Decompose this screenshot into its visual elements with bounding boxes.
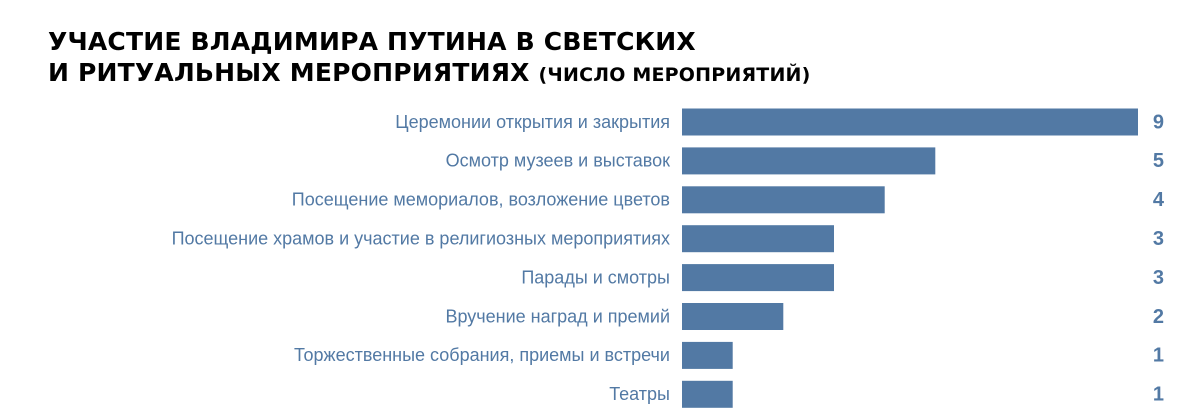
value-label-3: 4: [1153, 189, 1165, 211]
bar-3: [682, 186, 885, 214]
value-label-2: 5: [1153, 150, 1164, 172]
bar-1: [682, 108, 1138, 136]
bars-group: [682, 108, 1138, 408]
value-label-6: 2: [1153, 306, 1164, 328]
bar-2: [682, 147, 936, 175]
bar-5: [682, 264, 834, 292]
chart-title-line-1: УЧАСТИЕ ВЛАДИМИРА ПУТИНА В СВЕТСКИХ: [48, 27, 696, 56]
bar-7: [682, 341, 733, 369]
category-label-5: Парады и смотры: [521, 267, 670, 287]
category-label-3: Посещение мемориалов, возложение цветов: [292, 190, 670, 210]
value-label-1: 9: [1153, 111, 1164, 133]
value-labels-group: 9 5 4 3 3 2 1 1: [1153, 111, 1165, 405]
category-label-6: Вручение наград и премий: [445, 306, 670, 326]
category-labels-group: Церемонии открытия и закрытия Осмотр музе…: [172, 112, 671, 404]
value-label-8: 1: [1153, 384, 1164, 406]
category-label-4: Посещение храмов и участие в религиозных…: [172, 228, 670, 248]
bar-6: [682, 303, 784, 330]
value-label-7: 1: [1153, 345, 1164, 367]
value-label-4: 3: [1153, 228, 1164, 250]
category-label-1: Церемонии открытия и закрытия: [395, 112, 670, 132]
chart-title-line-2: И РИТУАЛЬНЫХ МЕРОПРИЯТИЯХ (ЧИСЛО МЕРОПРИ…: [48, 57, 811, 91]
category-label-8: Театры: [609, 384, 670, 404]
value-label-5: 3: [1153, 267, 1164, 289]
category-label-7: Торжественные собрания, приемы и встречи: [294, 345, 670, 365]
chart-subtitle: (ЧИСЛО МЕРОПРИЯТИЙ): [538, 64, 811, 86]
bar-8: [682, 380, 733, 408]
category-label-2: Осмотр музеев и выставок: [446, 151, 670, 171]
chart-title: УЧАСТИЕ ВЛАДИМИРА ПУТИНА В СВЕТСКИХ И РИ…: [48, 26, 811, 91]
bar-4: [682, 225, 834, 253]
chart-title-line-2-text: И РИТУАЛЬНЫХ МЕРОПРИЯТИЯХ: [48, 58, 530, 87]
